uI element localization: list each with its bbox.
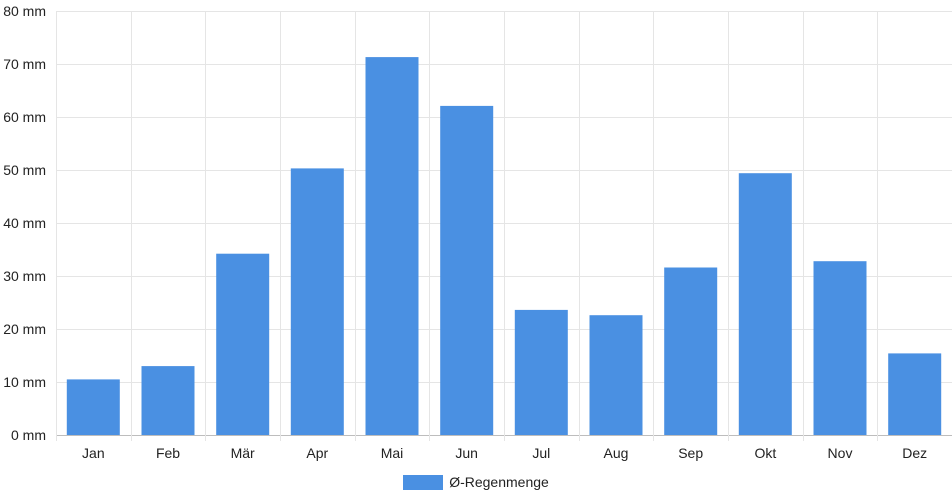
x-tick-label: Mär xyxy=(231,445,255,461)
x-tick-label: Aug xyxy=(604,445,629,461)
x-tick-label: Apr xyxy=(306,445,328,461)
y-tick-label: 70 mm xyxy=(3,56,46,72)
bar-Dez[interactable] xyxy=(888,353,942,435)
legend[interactable]: Ø-Regenmenge xyxy=(0,472,952,492)
bar-Aug[interactable] xyxy=(589,315,643,435)
bar-Apr[interactable] xyxy=(290,168,344,435)
x-axis-tick-labels: Jan Feb Mär Apr Mai Jun Jul Aug Sep Okt Nov Dez xyxy=(82,445,927,461)
y-tick-label: 40 mm xyxy=(3,215,46,231)
y-tick-label: 80 mm xyxy=(3,3,46,19)
y-tick-label: 20 mm xyxy=(3,321,46,337)
y-tick-label: 50 mm xyxy=(3,162,46,178)
bars xyxy=(66,57,942,436)
bar-Nov[interactable] xyxy=(813,261,867,435)
legend-label: Ø-Regenmenge xyxy=(449,474,549,490)
bar-Jul[interactable] xyxy=(514,309,568,435)
bar-Mai[interactable] xyxy=(365,57,419,435)
y-tick-label: 30 mm xyxy=(3,268,46,284)
x-tick-label: Okt xyxy=(754,445,776,461)
bar-Sep[interactable] xyxy=(664,267,718,436)
bar-Feb[interactable] xyxy=(141,366,195,435)
x-tick-label: Dez xyxy=(902,445,927,461)
bar-Okt[interactable] xyxy=(738,173,792,435)
x-tick-label: Sep xyxy=(678,445,703,461)
y-tick-label: 60 mm xyxy=(3,109,46,125)
x-tick-label: Nov xyxy=(828,445,853,461)
x-tick-label: Jan xyxy=(82,445,105,461)
legend-swatch xyxy=(403,474,444,490)
x-tick-label: Jun xyxy=(455,445,478,461)
bar-Jun[interactable] xyxy=(440,105,494,436)
grid-lines xyxy=(56,11,952,441)
y-tick-label: 10 mm xyxy=(3,374,46,390)
x-tick-label: Mai xyxy=(381,445,404,461)
x-tick-label: Feb xyxy=(156,445,180,461)
bar-Mär[interactable] xyxy=(216,253,270,435)
rainfall-bar-chart: 0 mm 10 mm 20 mm 30 mm 40 mm 50 mm 60 mm 70 mm 8… xyxy=(3,3,952,461)
x-tick-label: Jul xyxy=(532,445,550,461)
y-axis-tick-labels: 0 mm 10 mm 20 mm 30 mm 40 mm 50 mm 60 mm 70 mm 8… xyxy=(3,3,46,443)
y-tick-label: 0 mm xyxy=(11,427,46,443)
bar-Jan[interactable] xyxy=(66,379,120,435)
